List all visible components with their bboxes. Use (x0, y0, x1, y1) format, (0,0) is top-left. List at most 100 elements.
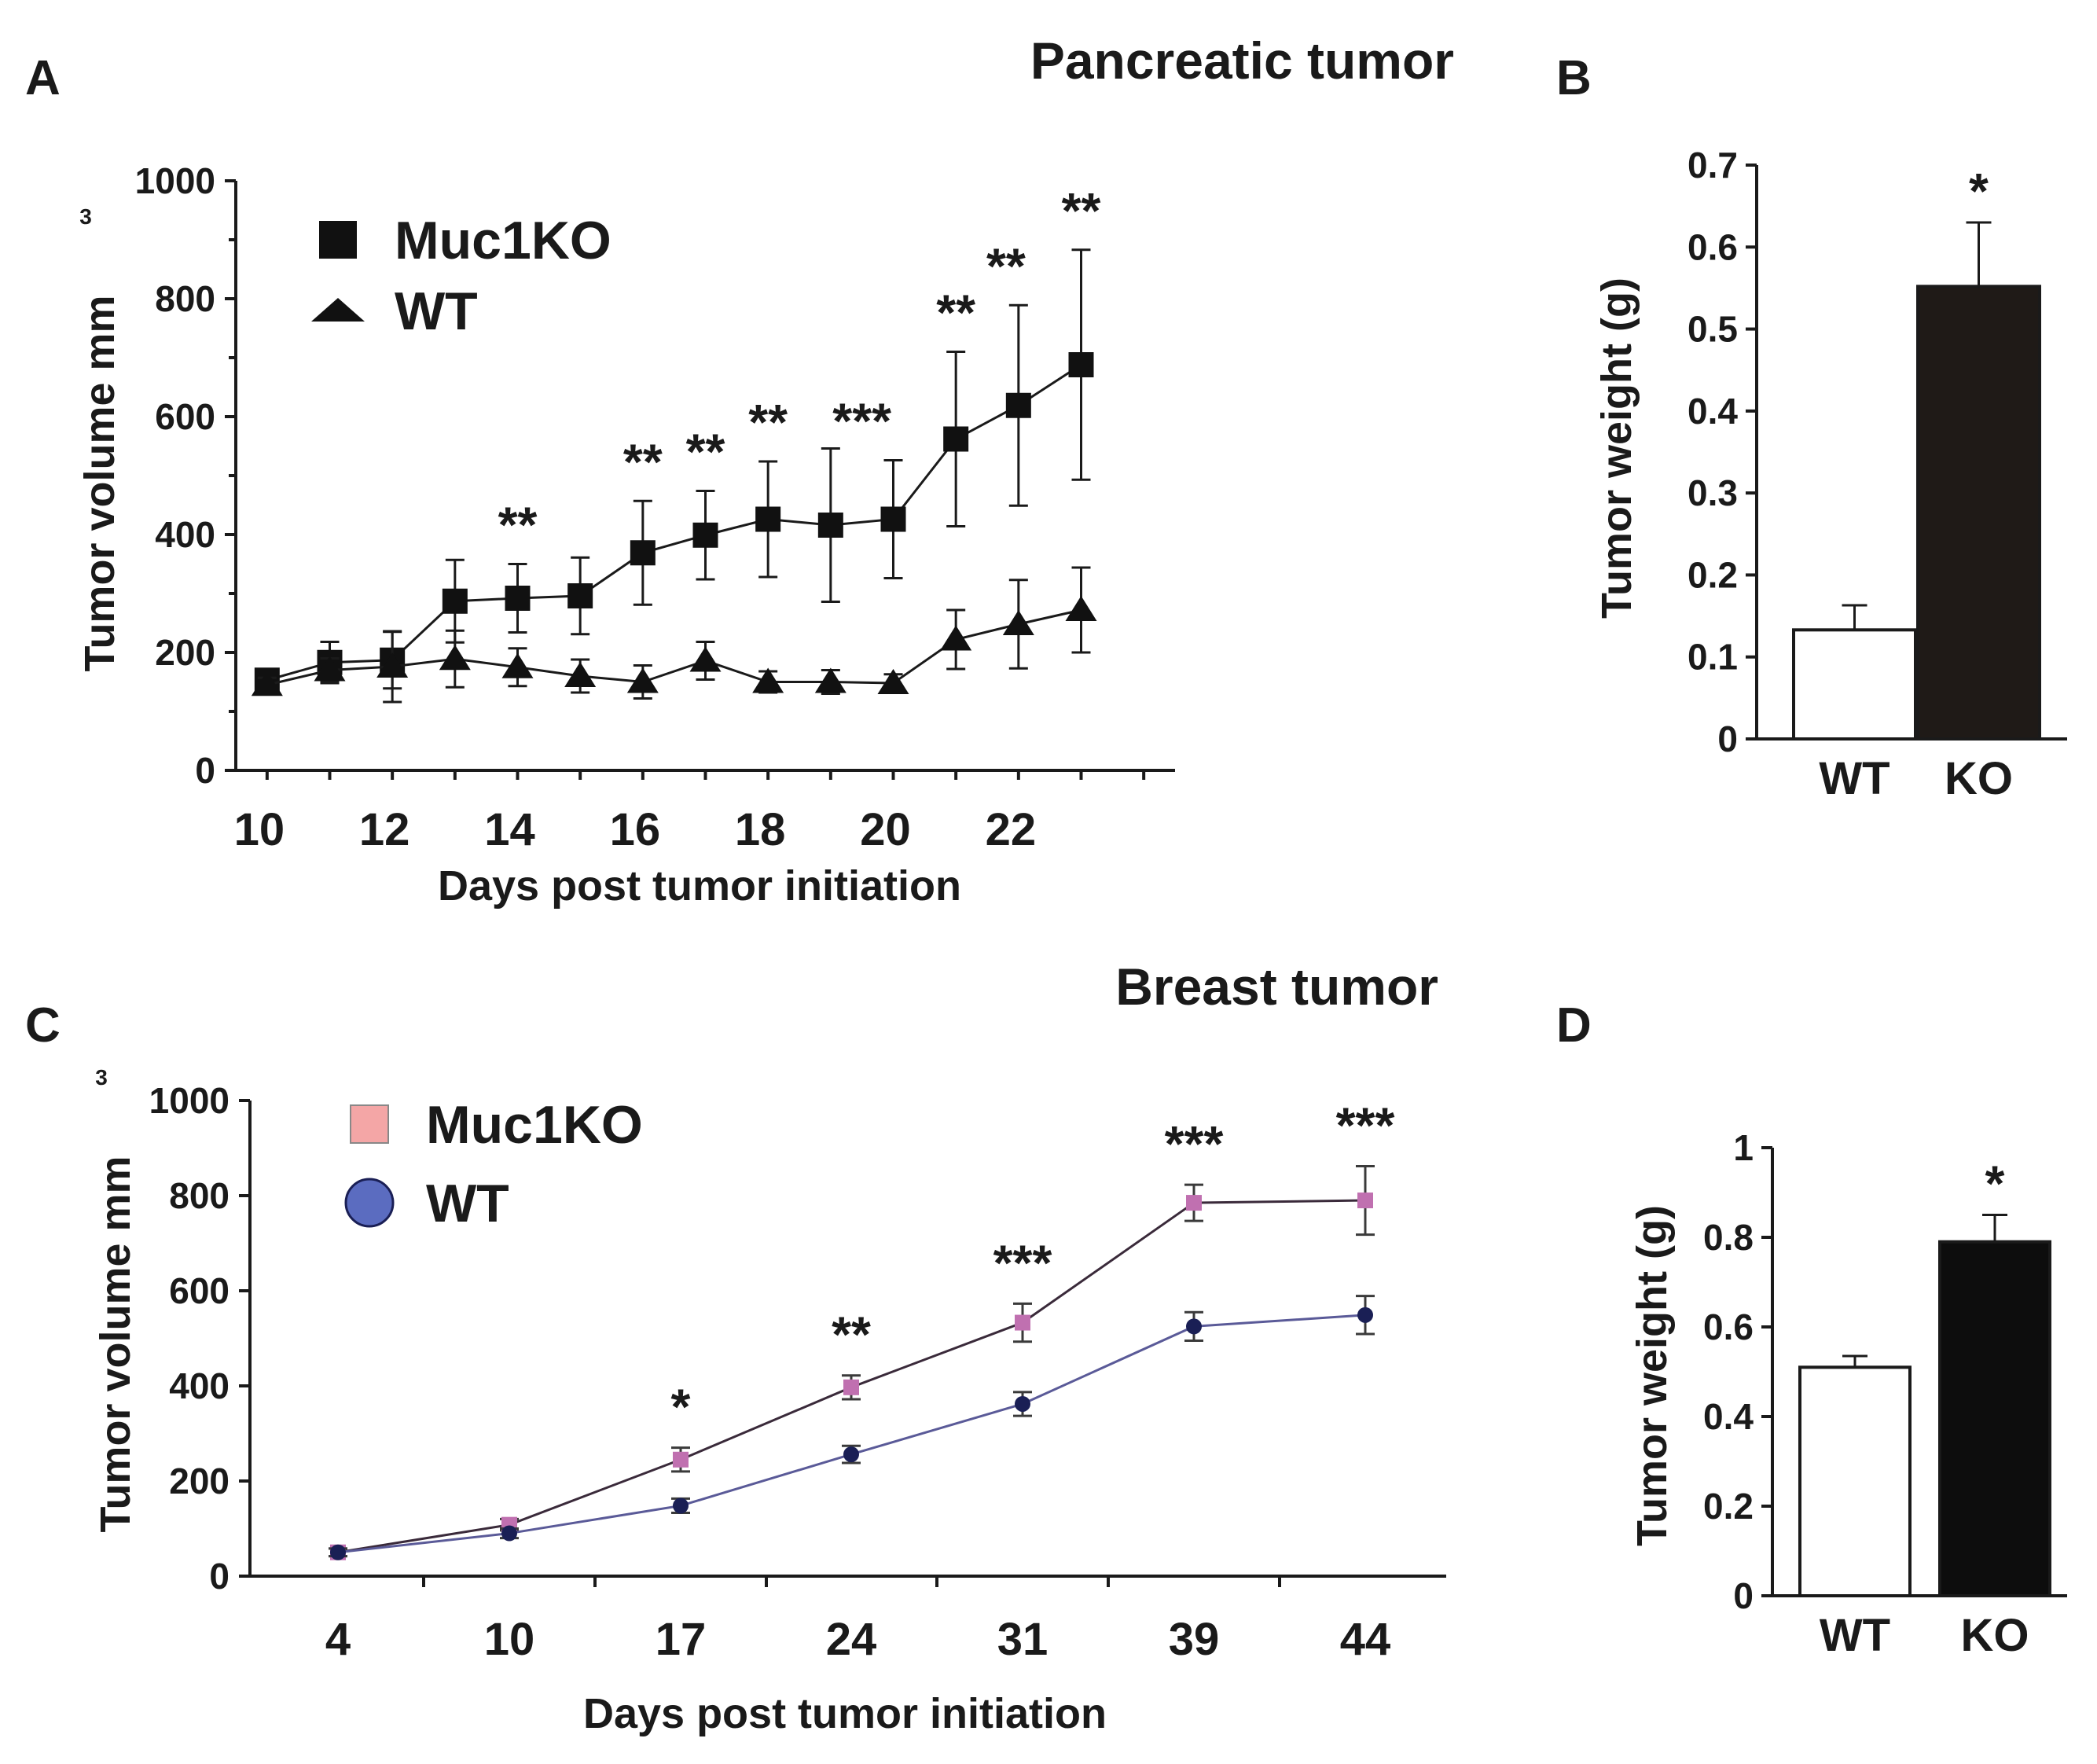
x-tick-label: 17 (656, 1614, 707, 1665)
significance-marker: *** (1336, 1097, 1395, 1153)
y-tick-label: 0.7 (1688, 145, 1738, 186)
marker-wt (1357, 1306, 1373, 1323)
x-axis-title: Days post tumor initiation (438, 862, 961, 910)
marker-wt (251, 671, 283, 696)
marker-muc1ko (1357, 1193, 1373, 1209)
marker-wt (314, 656, 346, 682)
y-tick-label: 200 (155, 632, 215, 673)
significance-marker: ** (623, 433, 663, 490)
y-tick-label: 800 (169, 1175, 230, 1216)
marker-wt (1186, 1318, 1202, 1335)
significance-marker: ** (1062, 182, 1101, 239)
significance-marker: ** (498, 497, 538, 553)
significance-marker: * (1969, 163, 1989, 219)
marker-wt (1015, 1395, 1030, 1412)
y-tick-label: 0.1 (1688, 637, 1738, 678)
panel-letter-a: A (25, 51, 61, 105)
legend-swatch-wt (311, 298, 365, 322)
legend-swatch-muc1ko (319, 221, 357, 259)
marker-muc1ko (630, 540, 656, 566)
marker-muc1ko (880, 506, 906, 532)
x-tick-label: WT (1820, 1610, 1890, 1661)
y-tick-label: 600 (169, 1270, 230, 1311)
marker-muc1ko (692, 522, 718, 548)
legend-label-muc1ko: Muc1KO (395, 211, 611, 270)
y-tick-label: 0.6 (1703, 1306, 1754, 1347)
x-tick-label: 16 (610, 804, 661, 855)
panel-letter-b: B (1556, 51, 1592, 105)
panel-letter-c: C (25, 998, 61, 1053)
x-tick-label: 10 (484, 1614, 535, 1665)
legend-label-wt: WT (426, 1174, 509, 1233)
significance-marker: * (1985, 1156, 2005, 1212)
bar-ko (1938, 1240, 2051, 1597)
y-tick-label: 1000 (149, 1080, 230, 1121)
marker-muc1ko (442, 588, 468, 614)
legend-label-muc1ko: Muc1KO (426, 1095, 643, 1155)
y-axis-title: Tumor weight (g) (1593, 277, 1640, 619)
y-tick-label: 800 (155, 278, 215, 319)
y-axis-title: Tumor volume mm (92, 1156, 139, 1532)
marker-wt (1002, 610, 1034, 635)
marker-muc1ko (1015, 1314, 1030, 1331)
panel-a-title: Pancreatic tumor (1030, 31, 1454, 90)
bar-wt (1792, 628, 1917, 741)
marker-muc1ko (1005, 392, 1031, 418)
x-tick-label: 12 (359, 804, 410, 855)
y-tick-label: 400 (155, 514, 215, 555)
y-tick-label: 0.6 (1688, 226, 1738, 267)
marker-wt (940, 625, 972, 651)
legend-label-wt: WT (395, 281, 478, 341)
x-tick-label: 31 (997, 1614, 1048, 1665)
bar-wt (1798, 1365, 1912, 1598)
marker-muc1ko (673, 1451, 689, 1468)
marker-muc1ko (1068, 352, 1094, 377)
y-tick-label: 0.4 (1703, 1396, 1754, 1437)
marker-muc1ko (567, 583, 593, 608)
y-tick-label: 0.5 (1688, 309, 1738, 350)
legend-swatch-wt (344, 1178, 395, 1228)
x-tick-label: 24 (826, 1614, 877, 1665)
marker-wt (1065, 596, 1097, 621)
marker-wt (814, 667, 847, 693)
marker-muc1ko (817, 513, 843, 538)
x-tick-label: KO (1961, 1610, 2029, 1661)
x-axis-title: Days post tumor initiation (583, 1690, 1107, 1737)
x-tick-label: 44 (1340, 1614, 1391, 1665)
x-tick-label: 10 (234, 804, 285, 855)
y-tick-label: 0.2 (1688, 554, 1738, 595)
significance-marker: *** (1165, 1115, 1224, 1172)
y-tick-label: 0 (195, 750, 215, 791)
marker-wt (564, 662, 597, 687)
y-tick-label: 0 (209, 1556, 230, 1597)
y-tick-label: 0 (1717, 718, 1738, 759)
marker-wt (501, 652, 534, 678)
marker-muc1ko (1186, 1195, 1202, 1211)
marker-wt (752, 667, 784, 693)
x-tick-label: 4 (325, 1614, 351, 1665)
significance-marker: ** (686, 424, 725, 480)
y-tick-label: 1000 (135, 160, 215, 201)
significance-marker: ** (986, 237, 1026, 294)
significance-marker: ** (748, 394, 788, 450)
significance-marker: ** (936, 285, 975, 341)
x-tick-label: 20 (860, 804, 911, 855)
y-tick-label: 600 (155, 396, 215, 437)
y-tick-label: 400 (169, 1365, 230, 1406)
chart-b-pancreatic-weight: 0 0.1 0.2 0.3 0.4 0.5 0.6 0.7 WT KO * Tumor weight … (1593, 145, 2067, 804)
significance-marker: *** (993, 1234, 1052, 1291)
chart-c-breast-volume: 0 200 400 600 800 1000 4 10 17 24 31 39 44 Days post … (92, 1065, 1446, 1737)
marker-muc1ko (755, 506, 781, 532)
marker-wt (330, 1544, 346, 1560)
y-tick-label: 0.8 (1703, 1217, 1754, 1258)
chart-d-breast-weight: 0 0.2 0.4 0.6 0.8 1 WT KO * Tumor weight (g) (1629, 1127, 2067, 1661)
y-tick-label: 0.3 (1688, 472, 1738, 513)
x-tick-label: 22 (986, 804, 1037, 855)
x-tick-label: WT (1819, 753, 1890, 804)
panel-letter-d: D (1556, 998, 1592, 1053)
significance-marker: * (671, 1379, 691, 1435)
y-tick-label: 0.2 (1703, 1486, 1754, 1527)
y-tick-label: 200 (169, 1461, 230, 1501)
marker-muc1ko (505, 586, 531, 611)
x-tick-label: 14 (484, 804, 535, 855)
